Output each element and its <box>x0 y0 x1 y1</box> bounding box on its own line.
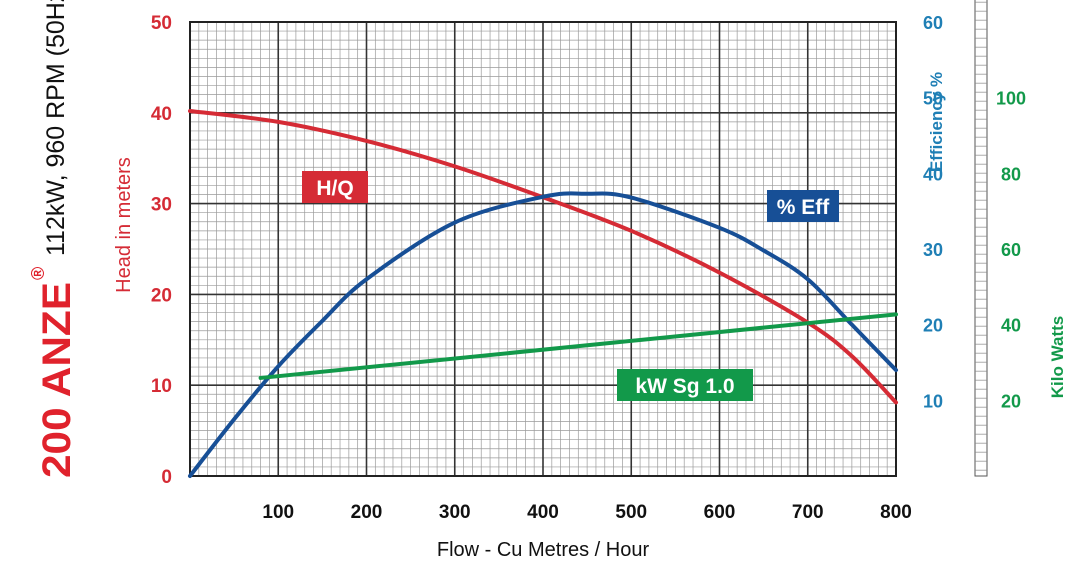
product-model: 200 ANZE <box>35 282 79 478</box>
power-tick-label: 60 <box>1001 240 1021 260</box>
product-title: 200 ANZE ® 112kW, 960 RPM (50Hz) <box>0 0 110 570</box>
efficiency-tick-label: 30 <box>923 240 943 260</box>
right-scale-box <box>974 0 988 477</box>
x-tick-label: 600 <box>704 502 736 523</box>
series-line-h-q <box>188 108 898 405</box>
legend-hq-bg <box>302 171 368 203</box>
product-spec: 112kW, 960 RPM (50Hz) <box>42 0 70 256</box>
head-tick-label: 40 <box>151 104 172 125</box>
x-tick-label: 800 <box>880 502 912 523</box>
efficiency-tick-label: 40 <box>923 164 943 184</box>
series-line-eff <box>188 191 898 478</box>
ticks-layer: 100 200 300 400 500 600 700 800 0 10 20 30 40 50 10 20 3… <box>151 13 1026 523</box>
x-tick-label: 500 <box>615 502 647 523</box>
series-layer: H/Q % Eff kW Sg 1.0 <box>188 108 898 478</box>
power-tick-label: 40 <box>1001 316 1021 336</box>
legend-kw-bg <box>617 369 753 401</box>
head-tick-label: 30 <box>151 195 172 216</box>
legend-eff-bg <box>767 190 839 222</box>
legend-kw-text: kW Sg 1.0 <box>635 375 734 398</box>
head-tick-label: 0 <box>161 467 172 488</box>
legend-hq: H/Q <box>302 171 368 203</box>
x-tick-label: 100 <box>262 502 294 523</box>
legend-eff: % Eff <box>767 190 839 222</box>
efficiency-axis-title: Efficiency % <box>927 72 946 172</box>
labels-layer: Flow - Cu Metres / Hour Head in meters Eff… <box>113 72 1067 561</box>
power-tick-label: 20 <box>1001 391 1021 411</box>
power-tick-label: 80 <box>1001 164 1021 184</box>
head-tick-label: 20 <box>151 285 172 306</box>
power-axis-title: Kilo Watts <box>1048 316 1067 398</box>
series-line-kw-sg-1-0 <box>258 312 898 380</box>
legend-eff-text: % Eff <box>777 196 831 219</box>
efficiency-tick-label: 50 <box>923 89 943 109</box>
right-scale-outline <box>974 0 988 477</box>
x-tick-label: 700 <box>792 502 824 523</box>
x-tick-label: 200 <box>351 502 383 523</box>
x-axis-title: Flow - Cu Metres / Hour <box>437 539 650 561</box>
plot-border <box>189 21 897 477</box>
head-axis-title: Head in meters <box>113 157 135 293</box>
efficiency-tick-label: 60 <box>923 13 943 33</box>
power-tick-label: 100 <box>996 89 1026 109</box>
efficiency-tick-label: 10 <box>923 391 943 411</box>
x-tick-label: 300 <box>439 502 471 523</box>
product-title-graphic: 200 ANZE ® 112kW, 960 RPM (50Hz) <box>28 0 79 478</box>
legend-hq-text: H/Q <box>316 177 353 200</box>
efficiency-tick-label: 20 <box>923 316 943 336</box>
x-tick-label: 400 <box>527 502 559 523</box>
head-tick-label: 50 <box>151 13 172 34</box>
head-tick-label: 10 <box>151 376 172 397</box>
legend-kw: kW Sg 1.0 <box>617 369 753 401</box>
trademark-mark: ® <box>28 267 48 280</box>
